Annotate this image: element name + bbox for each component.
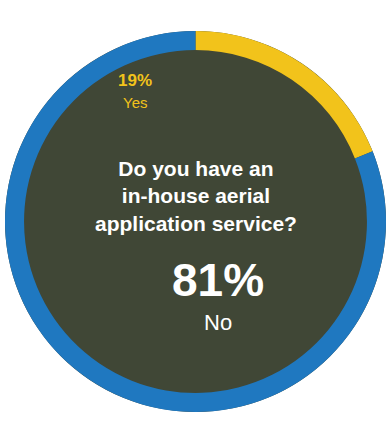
- svg-text:19%: 19%: [118, 71, 152, 90]
- svg-text:No: No: [204, 310, 232, 335]
- svg-text:Yes: Yes: [123, 94, 147, 111]
- svg-text:81%: 81%: [172, 254, 264, 306]
- svg-text:Do you have anin-house aeriala: Do you have anin-house aerialapplication…: [95, 157, 297, 235]
